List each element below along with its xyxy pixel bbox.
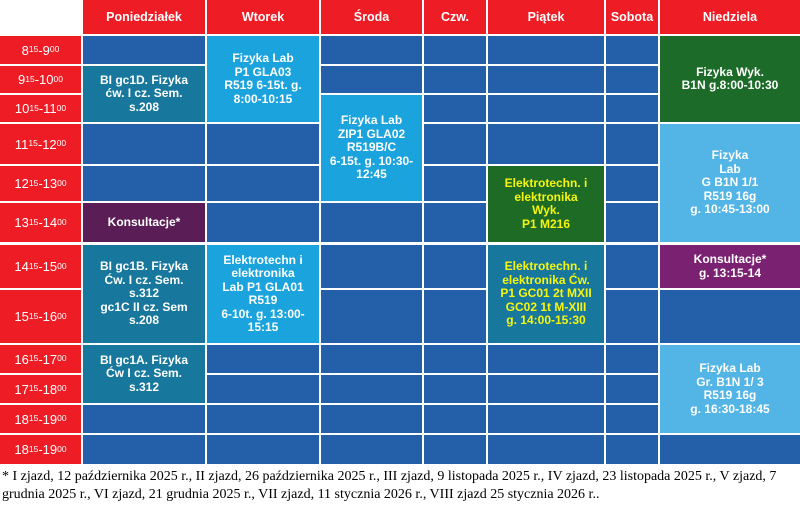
time-slot: 18 15-19 00 <box>0 405 81 433</box>
event-tuesday-fizyka-lab[interactable]: Fizyka Lab P1 GLA03 R519 6-15t. g. 8:00-10:… <box>207 36 319 122</box>
empty-slot <box>488 405 604 433</box>
empty-slot <box>488 95 604 122</box>
empty-slot <box>321 345 422 373</box>
day-header-tuesday: Wtorek <box>207 0 319 34</box>
empty-slot <box>606 345 658 373</box>
empty-slot <box>207 435 319 464</box>
empty-slot <box>424 166 486 201</box>
time-slot: 15 15-16 00 <box>0 290 81 343</box>
corner-cell <box>0 0 81 34</box>
empty-slot <box>321 203 422 242</box>
footnote: * I zjazd, 12 października 2025 r., II z… <box>2 469 777 502</box>
empty-slot <box>606 66 658 93</box>
empty-slot <box>424 203 486 242</box>
day-header-saturday: Sobota <box>606 0 658 34</box>
empty-slot <box>488 375 604 403</box>
event-sunday-fizyka-wyklad[interactable]: Fizyka Wyk. B1N g.8:00-10:30 <box>660 36 800 122</box>
empty-slot <box>83 435 205 464</box>
empty-slot <box>606 203 658 242</box>
empty-slot <box>207 166 319 201</box>
empty-slot <box>83 36 205 64</box>
empty-slot <box>424 124 486 164</box>
empty-slot <box>424 66 486 93</box>
time-slot: 17 15-18 00 <box>0 375 81 403</box>
empty-slot <box>606 36 658 64</box>
empty-slot <box>424 345 486 373</box>
empty-slot <box>606 245 658 288</box>
empty-slot <box>488 124 604 164</box>
empty-slot <box>321 36 422 64</box>
empty-slot <box>321 375 422 403</box>
empty-slot <box>424 36 486 64</box>
empty-slot <box>83 124 205 164</box>
time-slot: 12 15-13 00 <box>0 166 81 201</box>
time-slot: 18 15-19 00 <box>0 435 81 464</box>
time-slot: 10 15-11 00 <box>0 95 81 122</box>
time-slot: 14 15-15 00 <box>0 245 81 288</box>
empty-slot <box>207 203 319 242</box>
empty-slot <box>83 405 205 433</box>
empty-slot <box>488 66 604 93</box>
event-monday-konsultacje[interactable]: Konsultacje* <box>83 203 205 242</box>
empty-slot <box>606 435 658 464</box>
empty-slot <box>321 290 422 343</box>
empty-slot <box>321 435 422 464</box>
empty-slot <box>488 36 604 64</box>
empty-slot <box>424 435 486 464</box>
event-monday-fizyka-gc1b[interactable]: BI gc1B. Fizyka Ćw. I cz. Sem. s.312 gc1C I… <box>83 245 205 343</box>
empty-slot <box>606 166 658 201</box>
empty-slot <box>207 345 319 373</box>
timetable: Poniedziałek Wtorek Środa Czw. Piątek So… <box>0 0 800 464</box>
empty-slot <box>606 290 658 343</box>
empty-slot <box>424 405 486 433</box>
time-slot: 8 15-9 00 <box>0 36 81 64</box>
empty-slot <box>660 435 800 464</box>
time-slot: 9 15-10 00 <box>0 66 81 93</box>
event-sunday-fizyka-lab[interactable]: Fizyka Lab G B1N 1/1 R519 16g g. 10:45-13:00 <box>660 124 800 242</box>
event-monday-fizyka-gc1a[interactable]: BI gc1A. Fizyka Ćw I cz. Sem. s.312 <box>83 345 205 403</box>
empty-slot <box>207 124 319 164</box>
day-header-sunday: Niedziela <box>660 0 800 34</box>
empty-slot <box>424 95 486 122</box>
empty-slot <box>606 405 658 433</box>
empty-slot <box>424 375 486 403</box>
empty-slot <box>83 166 205 201</box>
event-tuesday-elektrotechnika-lab[interactable]: Elektrotechn i elektronika Lab P1 GLA01 R51… <box>207 245 319 343</box>
day-header-friday: Piątek <box>488 0 604 34</box>
empty-slot <box>321 405 422 433</box>
event-friday-elektrotechnika-wyklad[interactable]: Elektrotechn. i elektronika Wyk. P1 M216 <box>488 166 604 242</box>
event-friday-elektrotechnika-cwiczenia[interactable]: Elektrotechn. i elektronika Ćw. P1 GC01 2t… <box>488 245 604 343</box>
empty-slot <box>207 375 319 403</box>
empty-slot <box>424 290 486 343</box>
day-header-thursday: Czw. <box>424 0 486 34</box>
time-slot: 16 15-17 00 <box>0 345 81 373</box>
empty-slot <box>488 345 604 373</box>
event-sunday-fizyka-lab-b1n3[interactable]: Fizyka Lab Gr. B1N 1/ 3 R519 16g g. 16:30-1… <box>660 345 800 433</box>
day-header-monday: Poniedziałek <box>83 0 205 34</box>
time-slot: 11 15-12 00 <box>0 124 81 164</box>
empty-slot <box>606 95 658 122</box>
time-slot: 13 15-14 00 <box>0 203 81 242</box>
empty-slot <box>424 245 486 288</box>
empty-slot <box>207 405 319 433</box>
event-sunday-konsultacje[interactable]: Konsultacje* g. 13:15-14 <box>660 245 800 288</box>
empty-slot <box>606 124 658 164</box>
event-monday-fizyka-gc1d[interactable]: BI gc1D. Fizyka ćw. I cz. Sem. s.208 <box>83 66 205 122</box>
empty-slot <box>321 245 422 288</box>
empty-slot <box>321 66 422 93</box>
empty-slot <box>660 290 800 343</box>
event-wednesday-fizyka-lab[interactable]: Fizyka Lab ZIP1 GLA02 R519B/C 6-15t. g. 10:… <box>321 95 422 201</box>
empty-slot <box>606 375 658 403</box>
empty-slot <box>488 435 604 464</box>
day-header-wednesday: Środa <box>321 0 422 34</box>
